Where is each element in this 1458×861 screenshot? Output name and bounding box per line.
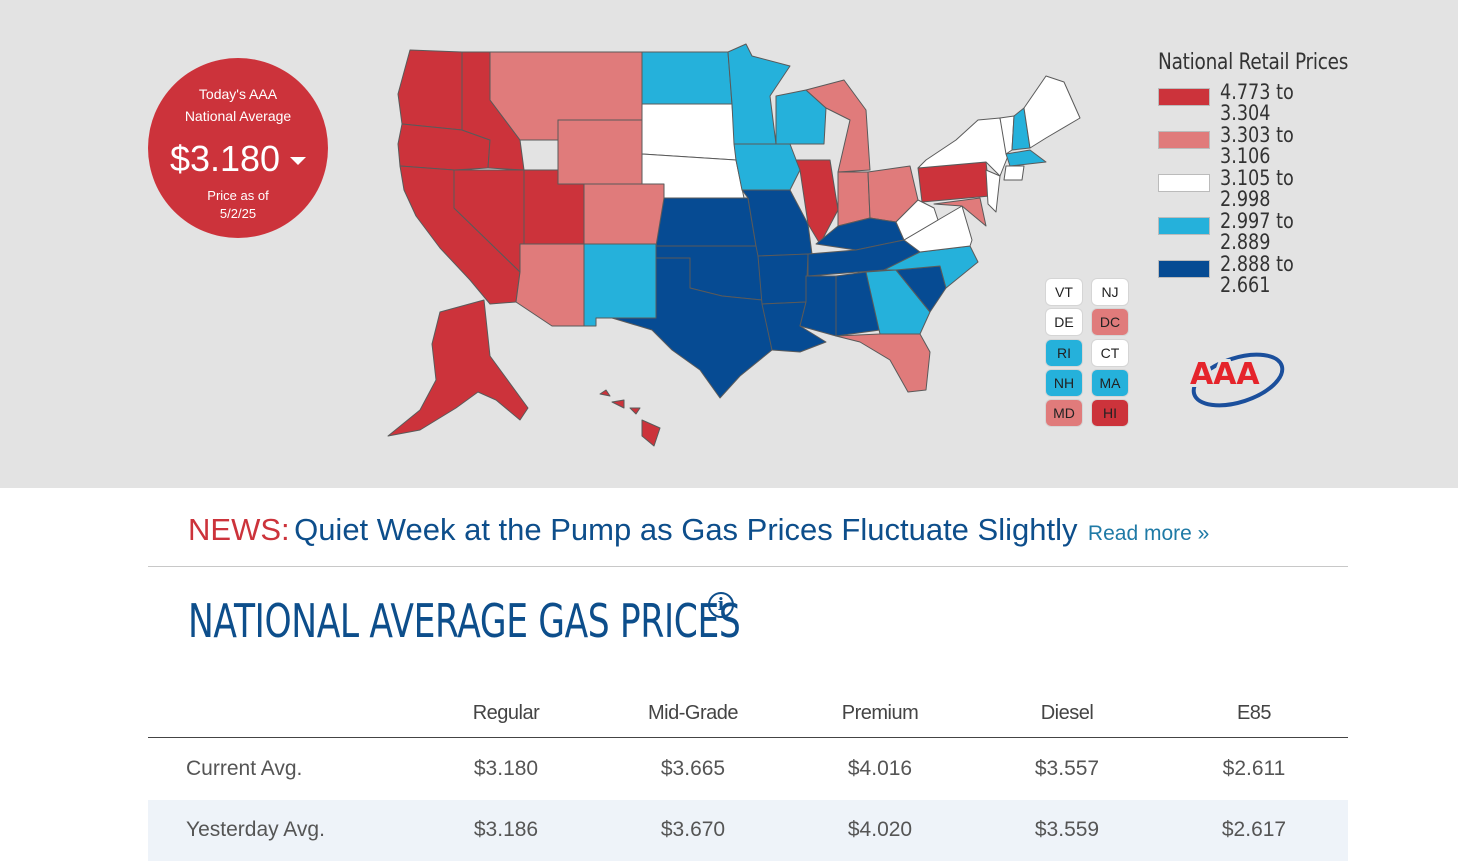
chip-nj[interactable]: NJ: [1092, 279, 1128, 305]
chip-nh[interactable]: NH: [1046, 370, 1082, 396]
us-gas-price-map: [387, 43, 1081, 447]
badge-price-row[interactable]: $3.180: [148, 138, 328, 180]
table-cell: $3.180: [473, 757, 539, 780]
section-title: NATIONAL AVERAGE GAS PRICES: [188, 594, 741, 648]
state-ia[interactable]: [733, 143, 801, 191]
aaa-logo[interactable]: AAA AAA: [1186, 348, 1286, 412]
state-wv[interactable]: [895, 199, 939, 241]
row-label: Yesterday Avg.: [186, 818, 325, 841]
chip-label: DC: [1099, 314, 1121, 330]
table-cell: $3.559: [1034, 818, 1100, 841]
state-ms[interactable]: [799, 275, 837, 337]
state-nd[interactable]: [641, 51, 733, 105]
map-panel: Today's AAA National Average $3.180 Pric…: [0, 0, 1458, 488]
logo-text: AAA: [1190, 357, 1260, 392]
state-md[interactable]: [933, 197, 987, 227]
state-mi[interactable]: [805, 79, 871, 173]
table-row: Yesterday Avg. $3.186 $3.670 $4.020 $3.5…: [148, 800, 1348, 861]
state-hi[interactable]: [599, 389, 661, 447]
table-cell: $3.186: [473, 818, 539, 841]
chip-de[interactable]: DE: [1046, 309, 1082, 335]
read-more-link[interactable]: Read more »: [1087, 522, 1210, 545]
chip-label: RI: [1057, 345, 1071, 361]
state-in[interactable]: [837, 171, 871, 227]
state-ak[interactable]: [387, 299, 529, 437]
badge-price: $3.180: [169, 138, 281, 179]
chip-label: MD: [1053, 405, 1075, 421]
legend-label: 4.773 to 3.304: [1220, 80, 1294, 125]
chip-dc[interactable]: DC: [1092, 309, 1128, 335]
chip-label: VT: [1055, 284, 1073, 300]
state-ma[interactable]: [1005, 149, 1047, 167]
info-icon[interactable]: i: [708, 592, 734, 618]
legend-swatch: [1158, 174, 1210, 192]
state-me[interactable]: [1023, 75, 1081, 149]
legend-swatch: [1158, 260, 1210, 278]
row-label: Current Avg.: [186, 757, 303, 780]
chip-label: MA: [1099, 375, 1121, 391]
table-cell: $3.557: [1034, 757, 1100, 780]
chip-ri[interactable]: RI: [1046, 340, 1082, 366]
col-header-e85: E85: [1236, 702, 1272, 724]
badge-title-line1: Today's AAA: [198, 86, 278, 102]
state-wa[interactable]: [397, 49, 463, 131]
state-ct[interactable]: [1003, 165, 1025, 181]
state-mn[interactable]: [727, 43, 791, 145]
col-header-mid-grade: Mid-Grade: [648, 702, 738, 724]
col-header-diesel: Diesel: [1040, 702, 1094, 724]
table-cell: $2.611: [1222, 757, 1286, 780]
table-cell: $4.016: [847, 757, 913, 780]
state-ar[interactable]: [757, 253, 809, 305]
legend-label: 3.303 to 3.106: [1220, 123, 1294, 168]
col-header-regular: Regular: [472, 702, 540, 724]
table-row: Current Avg. $3.180 $3.665 $4.016 $3.557…: [148, 739, 1348, 800]
chip-label: CT: [1100, 345, 1120, 361]
state-tx[interactable]: [611, 257, 773, 399]
table-cell: $2.617: [1221, 818, 1287, 841]
col-header-premium: Premium: [841, 702, 919, 724]
caret-down-icon[interactable]: [290, 157, 307, 165]
news-label: NEWS:: [188, 512, 290, 547]
badge-as-of-date: 5/2/25: [219, 206, 257, 221]
table-cell: $4.020: [847, 818, 913, 841]
chip-label: NJ: [1101, 284, 1119, 300]
chip-vt[interactable]: VT: [1046, 279, 1082, 305]
table-header-row: Regular Mid-Grade Premium Diesel E85: [148, 694, 1348, 738]
legend-swatch: [1158, 131, 1210, 149]
price-legend: National Retail Prices 4.773 to 3.304 3.…: [1158, 50, 1378, 296]
legend-swatch: [1158, 217, 1210, 235]
badge-title-line2: National Average: [184, 108, 292, 124]
section-header: NATIONAL AVERAGE GAS PRICES i: [188, 592, 925, 648]
state-fl[interactable]: [835, 333, 931, 393]
state-nj[interactable]: [985, 169, 1001, 213]
state-ks[interactable]: [655, 197, 757, 247]
legend-label: 2.997 to 2.889: [1220, 209, 1294, 254]
state-az[interactable]: [515, 243, 585, 327]
divider: [148, 566, 1348, 567]
legend-title: National Retail Prices: [1158, 50, 1349, 75]
state-pa[interactable]: [917, 161, 991, 203]
news-banner: NEWS: Quiet Week at the Pump as Gas Pric…: [188, 512, 1209, 548]
logo-text-shadow: AAA: [1190, 357, 1260, 392]
table-cell: $3.665: [660, 757, 726, 780]
news-headline[interactable]: Quiet Week at the Pump as Gas Prices Flu…: [294, 512, 1078, 547]
chip-label: DE: [1054, 314, 1074, 330]
table-cell: $3.670: [660, 818, 726, 841]
badge-as-of-label: Price as of: [207, 188, 269, 203]
chip-label: HI: [1103, 405, 1117, 421]
legend-swatch: [1158, 88, 1210, 106]
legend-label: 2.888 to 2.661: [1220, 252, 1294, 297]
chip-ma[interactable]: MA: [1092, 370, 1128, 396]
legend-label: 3.105 to 2.998: [1220, 166, 1294, 211]
chip-label: NH: [1053, 375, 1075, 391]
national-average-badge[interactable]: Today's AAA National Average $3.180 Pric…: [148, 58, 328, 238]
chip-md[interactable]: MD: [1046, 400, 1082, 426]
state-nm[interactable]: [583, 243, 657, 327]
state-co[interactable]: [583, 183, 665, 245]
state-wy[interactable]: [557, 119, 643, 185]
chip-ct[interactable]: CT: [1092, 340, 1128, 366]
chip-hi[interactable]: HI: [1092, 400, 1128, 426]
state-sd[interactable]: [641, 103, 737, 161]
